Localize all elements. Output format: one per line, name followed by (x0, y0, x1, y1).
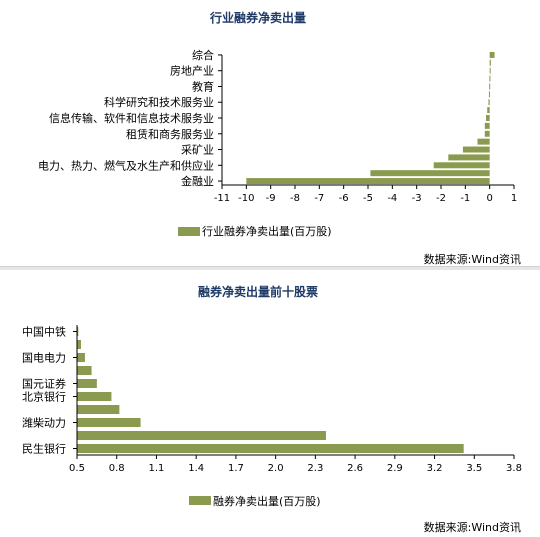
stock-chart-panel: 融券净卖出量前十股票 民生银行 潍柴动力 北京银行 国元证券 国电电力 中国中铁 0.5 0… (0, 268, 540, 537)
x-tick-label: -4 (387, 193, 397, 204)
category-label: 国元证券 (22, 377, 66, 391)
bar (77, 405, 120, 414)
bar (489, 59, 491, 66)
category-label: 信息传输、软件和信息技术服务业 (49, 111, 214, 125)
bar (489, 83, 491, 90)
x-tick-label: 3.8 (506, 463, 522, 474)
bar (77, 366, 92, 375)
x-tick-label: 1 (511, 193, 517, 204)
x-tick-label: -5 (363, 193, 373, 204)
x-tick-label: 2.0 (268, 463, 284, 474)
legend-label: 行业融券净卖出量(百万股) (202, 224, 332, 238)
x-tick-label: 0.5 (69, 463, 85, 474)
legend-label: 融券净卖出量(百万股) (213, 494, 321, 508)
category-label: 采矿业 (181, 144, 214, 157)
x-tick-label: 1.7 (228, 463, 244, 474)
bar (462, 146, 490, 153)
category-label: 中国中铁 (22, 326, 66, 339)
chart-title: 融券净卖出量前十股票 (198, 284, 318, 299)
legend-swatch (178, 227, 200, 236)
x-tick-label: -3 (412, 193, 422, 204)
bar (77, 353, 85, 362)
x-tick-label: -2 (436, 193, 446, 204)
bar (484, 130, 490, 137)
x-tick-label: 2.3 (307, 463, 323, 474)
bar (489, 67, 491, 74)
x-tick-label: -11 (214, 193, 230, 204)
x-tick-label: 3.5 (466, 463, 482, 474)
bar (484, 122, 490, 129)
category-label: 金融业 (181, 174, 214, 188)
industry-chart-panel: 行业融券净卖出量 金融业 电力、热力、燃气及水生产和供应业 采矿业 租赁和商务服务业 信… (0, 0, 540, 268)
x-tick-label: -1 (460, 193, 470, 204)
bar (77, 431, 326, 440)
category-label: 电力、热力、燃气及水生产和供应业 (38, 158, 214, 172)
bar (370, 170, 490, 177)
x-tick-label: -7 (314, 193, 324, 204)
x-tick-label: -6 (339, 193, 349, 204)
chart-title: 行业融券净卖出量 (209, 10, 306, 25)
x-tick-label: 0 (486, 193, 492, 204)
source-note: 数据来源:Wind资讯 (424, 520, 521, 534)
x-tick-label: -8 (290, 193, 300, 204)
category-label: 房地产业 (170, 64, 214, 78)
bar (246, 178, 490, 185)
category-label: 教育 (192, 79, 214, 93)
bar (489, 51, 495, 58)
bar (477, 138, 490, 145)
bar (77, 340, 81, 349)
x-tick-label: 2.9 (387, 463, 403, 474)
x-tick-label: 0.8 (109, 463, 125, 474)
bar (77, 327, 79, 336)
bar (433, 162, 490, 169)
legend-swatch (189, 496, 211, 505)
category-label: 租赁和商务服务业 (126, 127, 214, 141)
x-tick-label: 1.4 (188, 463, 204, 474)
x-tick-label: -10 (238, 193, 254, 204)
bar (448, 154, 490, 161)
bar (77, 379, 97, 388)
category-label: 科学研究和技术服务业 (104, 95, 214, 109)
source-note: 数据来源:Wind资讯 (424, 252, 521, 266)
x-tick-label: 2.6 (347, 463, 363, 474)
x-tick-label: -9 (266, 193, 276, 204)
bar (486, 115, 490, 121)
category-label: 国电电力 (22, 352, 66, 365)
x-tick-label: 1.1 (149, 463, 165, 474)
category-label: 潍柴动力 (22, 416, 66, 430)
category-label: 民生银行 (22, 442, 66, 456)
x-tick-label: 3.2 (427, 463, 443, 474)
bar (77, 392, 112, 401)
category-label: 综合 (192, 48, 214, 62)
panel-divider (0, 266, 540, 270)
bar (77, 418, 141, 427)
bar (489, 75, 491, 82)
bar (488, 91, 490, 98)
bar (487, 107, 490, 114)
bar (77, 444, 464, 453)
category-label: 北京银行 (22, 390, 66, 404)
bar (488, 99, 490, 106)
